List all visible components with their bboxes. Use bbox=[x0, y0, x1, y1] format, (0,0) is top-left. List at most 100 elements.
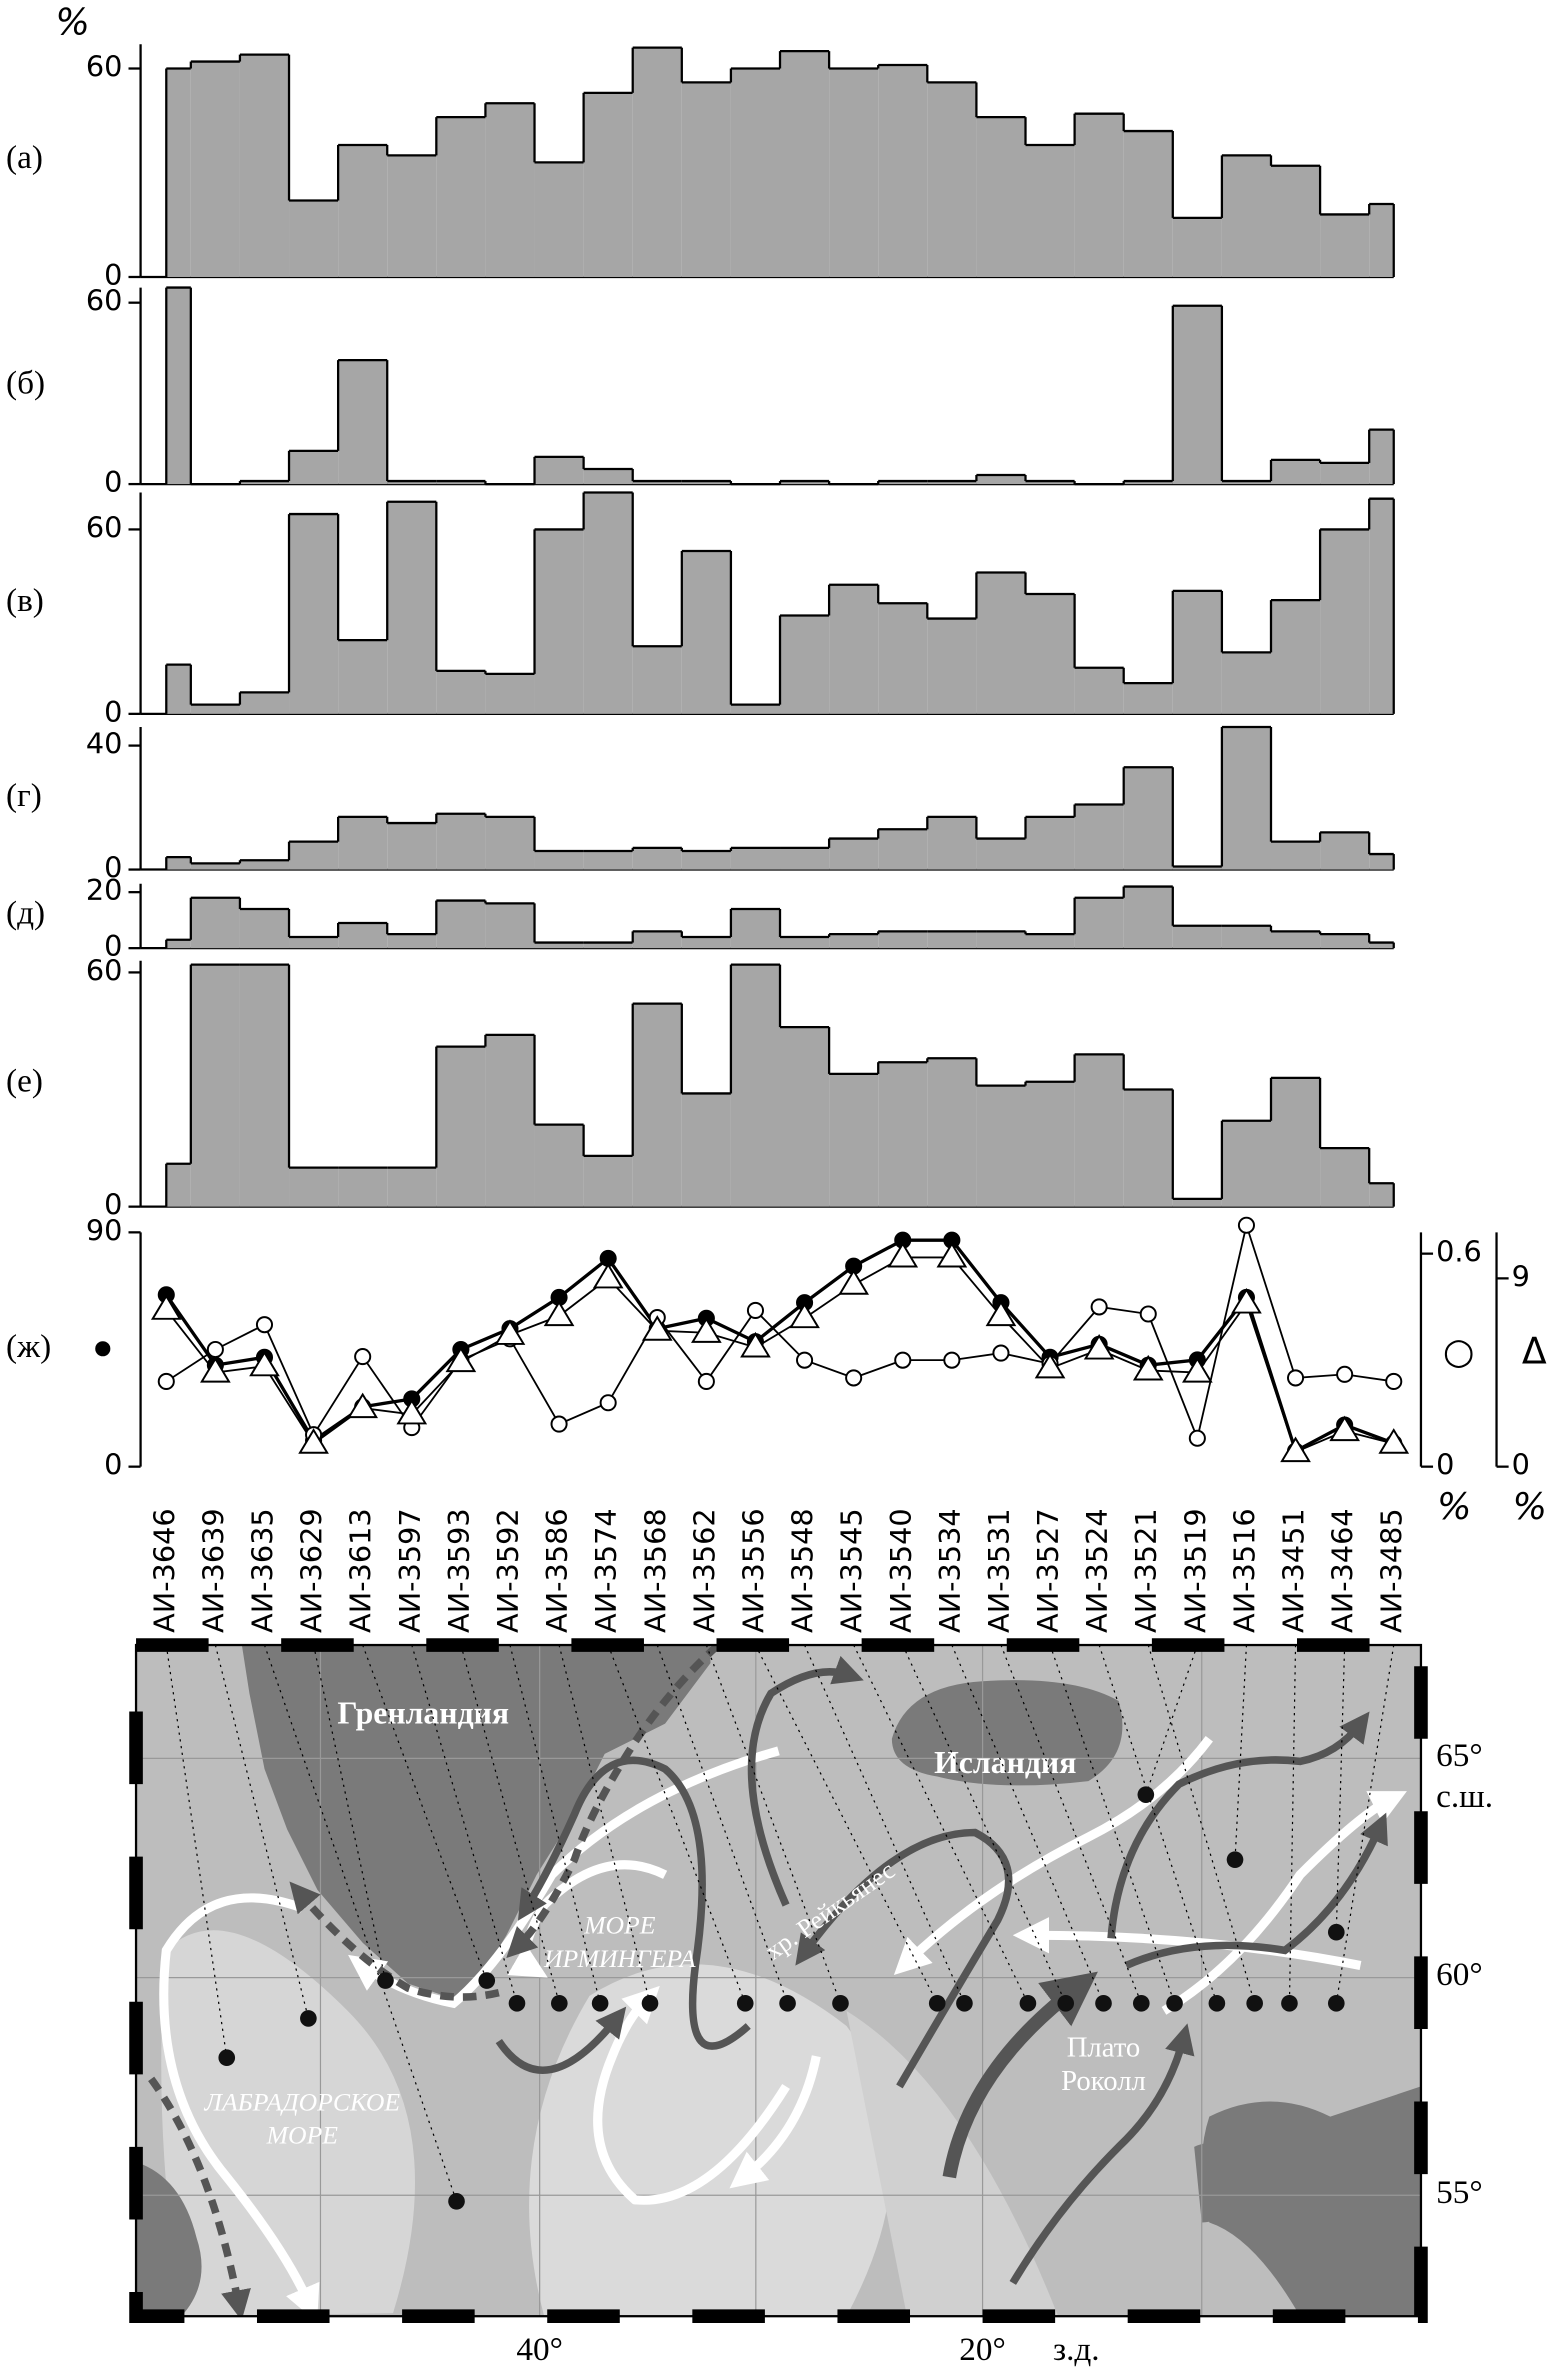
x-tick-label: АИ-3639 bbox=[196, 1508, 230, 1633]
bar bbox=[534, 162, 584, 277]
bar bbox=[239, 908, 290, 949]
bar bbox=[730, 964, 781, 1207]
tick-label: 20 bbox=[86, 873, 123, 907]
bar bbox=[289, 450, 339, 485]
bar bbox=[927, 1058, 977, 1207]
bar bbox=[239, 860, 290, 870]
x-tick-label: АИ-3534 bbox=[933, 1508, 967, 1633]
bar bbox=[534, 1124, 584, 1207]
bar bbox=[780, 615, 830, 714]
lat-label: 65° bbox=[1436, 1737, 1483, 1774]
bar bbox=[166, 1163, 191, 1207]
bar bbox=[239, 964, 290, 1207]
bar bbox=[780, 936, 830, 949]
bar bbox=[632, 847, 682, 870]
bar bbox=[976, 572, 1026, 714]
point bbox=[1287, 1369, 1305, 1387]
legend-symbol bbox=[95, 1341, 111, 1357]
point bbox=[543, 1300, 575, 1327]
point bbox=[1231, 1287, 1262, 1314]
station-leader bbox=[362, 1644, 488, 1981]
station-leader bbox=[1000, 1644, 1142, 2004]
bar bbox=[927, 931, 977, 949]
bar bbox=[338, 144, 388, 277]
bar bbox=[166, 287, 191, 485]
x-tick-label: АИ-3519 bbox=[1178, 1508, 1212, 1633]
station-dot bbox=[1095, 1994, 1112, 2012]
point bbox=[298, 1428, 329, 1454]
bar bbox=[190, 61, 240, 277]
x-tick-label: АИ-3635 bbox=[245, 1508, 279, 1633]
station-leader bbox=[705, 1644, 842, 2004]
x-tick-label: АИ-3574 bbox=[589, 1508, 623, 1633]
bar bbox=[632, 1003, 682, 1207]
point bbox=[887, 1241, 919, 1268]
station-leader bbox=[1098, 1644, 1218, 2004]
point bbox=[894, 1351, 912, 1369]
bar bbox=[681, 1093, 731, 1207]
bar bbox=[829, 68, 879, 277]
x-tick-label: АИ-3485 bbox=[1375, 1508, 1409, 1633]
bar bbox=[730, 68, 781, 277]
tick-label: 0 bbox=[104, 1448, 122, 1482]
bar bbox=[1221, 481, 1271, 485]
station-leader bbox=[509, 1644, 601, 2004]
bar bbox=[976, 1085, 1026, 1207]
station-leader bbox=[853, 1644, 1029, 2004]
station-leader bbox=[656, 1644, 789, 2004]
bar bbox=[1123, 886, 1173, 949]
bar bbox=[289, 841, 339, 870]
tick-label: 0 bbox=[104, 851, 122, 885]
bar bbox=[1025, 144, 1075, 277]
bar bbox=[1221, 652, 1271, 714]
bar bbox=[1270, 600, 1321, 714]
x-tick-label: АИ-3568 bbox=[638, 1508, 672, 1633]
bar bbox=[1025, 593, 1075, 714]
point bbox=[1329, 1415, 1360, 1442]
bar bbox=[239, 692, 290, 714]
bar bbox=[878, 931, 928, 949]
point bbox=[985, 1300, 1017, 1327]
station-dot bbox=[1057, 1994, 1075, 2012]
map-label: Исландия bbox=[934, 1745, 1076, 1780]
station-leader bbox=[312, 1644, 387, 1981]
bar bbox=[1320, 832, 1370, 870]
station-dot bbox=[300, 2010, 317, 2027]
bar bbox=[632, 47, 682, 277]
bar bbox=[1320, 462, 1370, 485]
lon-label: 20° bbox=[959, 2331, 1006, 2368]
point bbox=[1132, 1354, 1164, 1381]
panel-label: (ж) bbox=[6, 1328, 51, 1365]
bar bbox=[780, 481, 830, 485]
bar bbox=[1025, 1081, 1075, 1207]
bar bbox=[436, 670, 486, 714]
station-leader bbox=[804, 1644, 965, 2004]
series-line bbox=[165, 1256, 1394, 1454]
bar bbox=[878, 1062, 928, 1207]
bar bbox=[166, 68, 191, 277]
point bbox=[697, 1372, 715, 1390]
panel-label: (а) bbox=[6, 139, 43, 176]
axis-unit: % bbox=[1437, 1485, 1471, 1528]
bar bbox=[1025, 481, 1075, 485]
bar bbox=[1074, 1054, 1124, 1207]
bar bbox=[534, 942, 584, 949]
bar bbox=[387, 501, 437, 714]
point bbox=[789, 1302, 820, 1329]
point bbox=[1385, 1372, 1403, 1390]
point bbox=[691, 1317, 722, 1343]
bar bbox=[730, 704, 781, 714]
station-dot bbox=[1019, 1994, 1037, 2012]
bar bbox=[583, 492, 633, 714]
map-label: Плато bbox=[1067, 2032, 1141, 2064]
tick-label: 0 bbox=[104, 1188, 122, 1222]
bar bbox=[166, 857, 191, 870]
bar bbox=[829, 934, 879, 949]
bar bbox=[239, 481, 290, 485]
bar bbox=[976, 117, 1026, 277]
point bbox=[354, 1348, 372, 1366]
bar bbox=[1320, 214, 1370, 277]
bar bbox=[1320, 1148, 1370, 1207]
lat-unit: с.ш. bbox=[1436, 1778, 1493, 1815]
panel-label: (е) bbox=[6, 1062, 43, 1099]
